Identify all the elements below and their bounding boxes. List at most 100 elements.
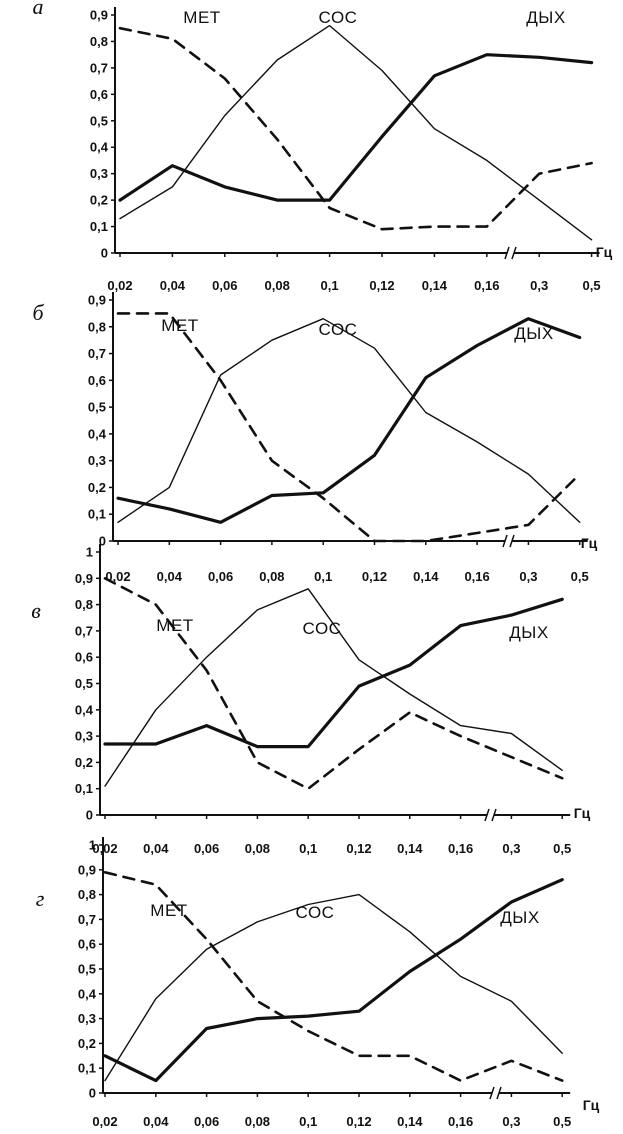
y-tick-label: 0 bbox=[89, 1086, 96, 1101]
series-line-thin bbox=[119, 24, 593, 241]
x-tick-label: 0,14 bbox=[422, 278, 448, 293]
series-line-dashed bbox=[103, 576, 564, 791]
x-tick-label: 0,1 bbox=[314, 569, 332, 584]
series-label: МЕТ bbox=[183, 8, 220, 27]
axis-break-mark bbox=[504, 246, 510, 260]
axis-break-gap bbox=[505, 535, 512, 547]
x-tick-label: 0,08 bbox=[259, 569, 284, 584]
x-tick-label: 0,02 bbox=[107, 278, 132, 293]
x-tick-label: 0,1 bbox=[321, 278, 339, 293]
x-tick-label: 0,16 bbox=[474, 278, 499, 293]
chart-panel-2: б 0 0,1 0,2 0,3 0,4 0,5 0,6 0,7 0,8 0,9 0,02 0,04 0,0… bbox=[32, 292, 598, 584]
y-tick-label: 0,3 bbox=[78, 1011, 96, 1026]
axis-break-mark bbox=[509, 534, 515, 548]
x-tick-label: 0,12 bbox=[346, 841, 371, 856]
y-tick-label: 0,7 bbox=[90, 60, 108, 75]
y-tick-label: 0,2 bbox=[88, 480, 106, 495]
y-tick-label: 0,4 bbox=[75, 702, 94, 717]
y-tick-label: 0,5 bbox=[88, 400, 106, 415]
x-tick-label: 0,3 bbox=[519, 569, 537, 584]
series-line-thin bbox=[104, 893, 563, 1082]
y-tick-label: 0,2 bbox=[75, 755, 93, 770]
y-tick-label: 0,4 bbox=[90, 140, 109, 155]
x-tick-label: 0,5 bbox=[553, 841, 571, 856]
series-line-thick bbox=[103, 597, 564, 749]
x-tick-label: 0,08 bbox=[265, 278, 290, 293]
x-tick-label: 0,14 bbox=[397, 841, 423, 856]
y-tick-label: 0,7 bbox=[75, 623, 93, 638]
y-tick-label: 0,2 bbox=[90, 193, 108, 208]
axis-break-mark bbox=[511, 246, 517, 260]
axis-break-gap bbox=[487, 809, 494, 821]
x-tick-label: 0,16 bbox=[448, 841, 473, 856]
axis-break-mark bbox=[491, 808, 497, 822]
x-tick-label: 0,3 bbox=[502, 1114, 520, 1129]
y-tick-label: 0,5 bbox=[90, 113, 108, 128]
x-tick-label: 0,12 bbox=[362, 569, 387, 584]
x-unit-label: Гц bbox=[583, 1097, 600, 1113]
x-tick-label: 0,16 bbox=[448, 1114, 473, 1129]
series-label: МЕТ bbox=[150, 901, 187, 920]
y-tick-label: 0,6 bbox=[90, 87, 108, 102]
y-tick-label: 1 bbox=[89, 838, 96, 853]
series-label: СОС bbox=[319, 320, 358, 339]
y-tick-label: 1 bbox=[86, 545, 93, 560]
series-label: ДЫХ bbox=[509, 623, 548, 642]
panel-letter: б bbox=[32, 300, 44, 325]
x-tick-label: 0,08 bbox=[245, 841, 270, 856]
x-tick-label: 0,5 bbox=[571, 569, 589, 584]
series-label: ДЫХ bbox=[526, 8, 565, 27]
x-tick-label: 0,08 bbox=[245, 1114, 270, 1129]
y-tick-label: 0 bbox=[86, 808, 93, 823]
panel-letter: г bbox=[36, 886, 45, 911]
y-tick-label: 0,1 bbox=[75, 781, 93, 796]
x-unit-label: Гц bbox=[581, 535, 598, 551]
y-tick-label: 0,1 bbox=[88, 507, 106, 522]
y-tick-label: 0,3 bbox=[75, 729, 93, 744]
x-tick-label: 0,06 bbox=[212, 278, 237, 293]
x-tick-label: 0,3 bbox=[502, 841, 520, 856]
x-tick-label: 0,5 bbox=[553, 1114, 571, 1129]
x-tick-label: 0,14 bbox=[397, 1114, 423, 1129]
series-line-thick bbox=[118, 53, 594, 202]
y-tick-label: 0,8 bbox=[88, 319, 106, 334]
series-line-thick bbox=[103, 878, 564, 1083]
x-tick-label: 0,02 bbox=[92, 841, 117, 856]
y-tick-label: 0,3 bbox=[88, 453, 106, 468]
axis-break-mark bbox=[502, 534, 508, 548]
chart-panel-3: в00,10,20,30,40,50,60,70,80,910,02 0,04 0,… bbox=[31, 544, 591, 856]
x-tick-label: 0,5 bbox=[583, 278, 601, 293]
y-tick-label: 0 bbox=[99, 534, 106, 549]
x-tick-label: 0,06 bbox=[208, 569, 233, 584]
y-tick-label: 0,9 bbox=[88, 293, 106, 308]
y-tick-label: 0,6 bbox=[78, 937, 96, 952]
y-tick-label: 0,7 bbox=[88, 346, 106, 361]
y-tick-label: 0,8 bbox=[75, 597, 93, 612]
y-tick-label: 0,9 bbox=[78, 862, 96, 877]
chart-panel-4: г00,10,20,30,40,50,60,70,80,910,02 0,04 0,… bbox=[36, 837, 600, 1129]
axis-break-gap bbox=[492, 1087, 499, 1099]
x-tick-label: 0,06 bbox=[194, 1114, 219, 1129]
x-tick-label: 0,02 bbox=[105, 569, 130, 584]
y-tick-label: 0,5 bbox=[78, 962, 96, 977]
y-tick-label: 0,8 bbox=[90, 34, 108, 49]
series-line-dashed bbox=[103, 870, 564, 1082]
y-tick-label: 0,1 bbox=[90, 219, 108, 234]
x-tick-label: 0,12 bbox=[369, 278, 394, 293]
x-tick-label: 0,3 bbox=[530, 278, 548, 293]
x-tick-label: 0,1 bbox=[299, 841, 317, 856]
y-tick-label: 0,4 bbox=[78, 986, 97, 1001]
series-label: МЕТ bbox=[161, 316, 198, 335]
y-tick-label: 0,9 bbox=[75, 571, 93, 586]
series-label: МЕТ bbox=[156, 616, 193, 635]
x-tick-label: 0,12 bbox=[346, 1114, 371, 1129]
chart-panel-1: а 0 0,1 0,2 0,3 0,4 0,5 0,6 0,7 0,8 0,9 0,02 0,04 0,0… bbox=[33, 0, 613, 293]
x-tick-label: 0,04 bbox=[160, 278, 186, 293]
y-tick-label: 0,4 bbox=[88, 426, 107, 441]
series-line-thick bbox=[116, 317, 582, 524]
series-label: ДЫХ bbox=[500, 908, 539, 927]
axis-break-mark bbox=[496, 1086, 502, 1100]
y-tick-label: 0,6 bbox=[75, 650, 93, 665]
x-tick-label: 0,1 bbox=[299, 1114, 317, 1129]
